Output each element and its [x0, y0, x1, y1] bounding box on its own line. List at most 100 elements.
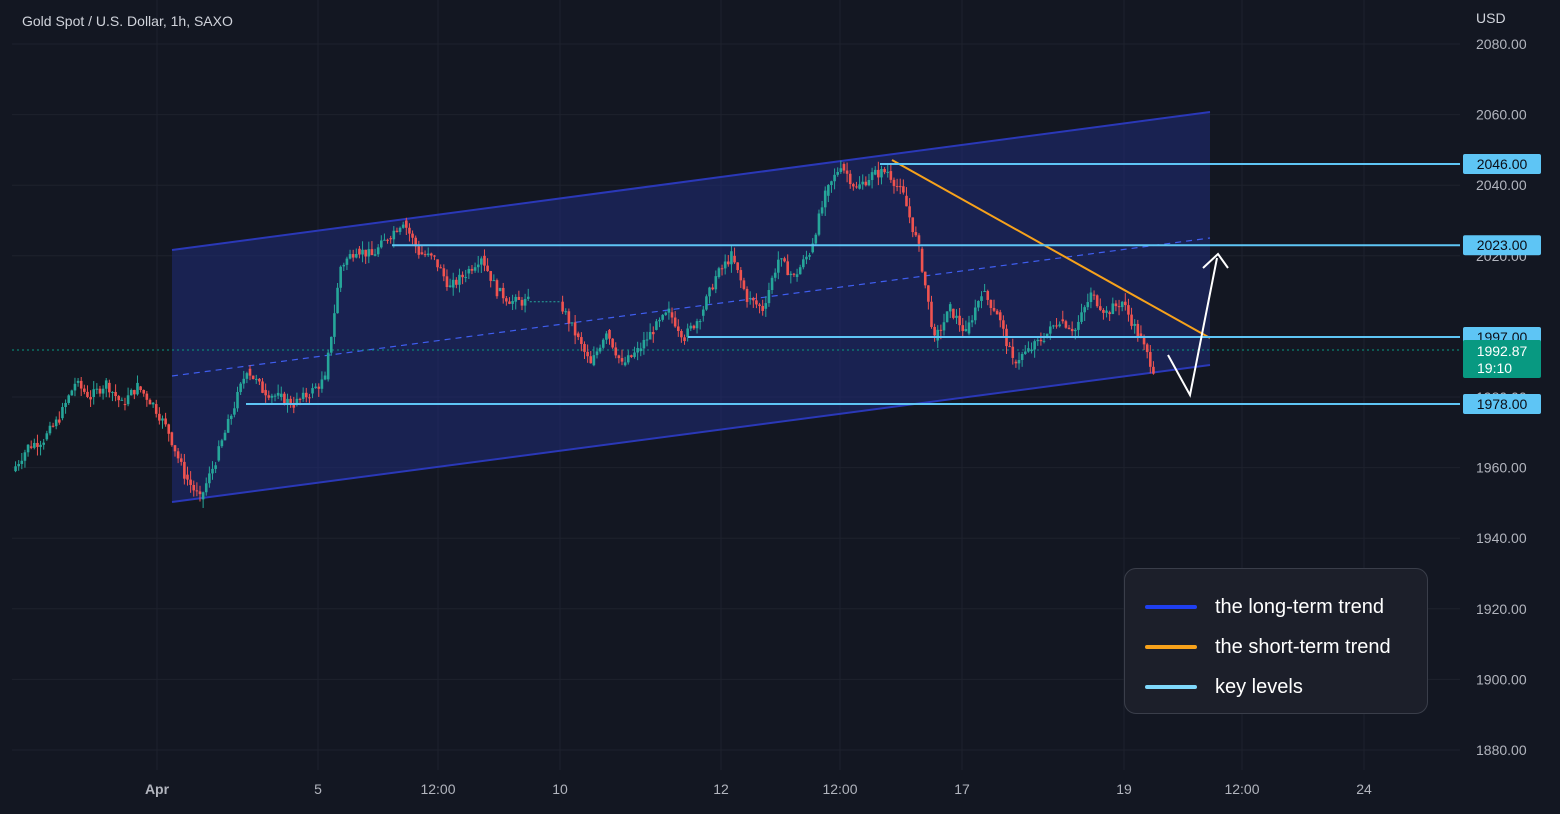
- candle-body: [970, 320, 974, 323]
- candle-body: [108, 382, 111, 393]
- candle-body: [711, 287, 714, 290]
- candle-body: [355, 253, 358, 258]
- candle-body: [830, 181, 833, 186]
- candle-body: [161, 418, 164, 421]
- candle-body: [311, 388, 314, 394]
- candle-body: [401, 224, 405, 228]
- x-tick-label: 12:00: [1224, 781, 1259, 797]
- candle-body: [1130, 314, 1133, 326]
- candle-body: [145, 393, 149, 400]
- currency-label: USD: [1476, 10, 1506, 26]
- candle-body: [914, 232, 918, 236]
- candle-body: [183, 461, 186, 479]
- candle-body: [251, 375, 255, 380]
- candle-body: [1055, 325, 1058, 327]
- projection-arrowhead: [1202, 252, 1229, 269]
- candle-body: [114, 391, 117, 397]
- short-term-trendline[interactable]: [891, 159, 1211, 339]
- candle-body: [111, 391, 114, 393]
- candle-body: [567, 311, 571, 324]
- candle-body: [989, 299, 993, 308]
- candle-body: [129, 389, 133, 396]
- candle-body: [767, 290, 771, 304]
- candle-body: [126, 395, 130, 405]
- x-tick-label: 19: [1116, 781, 1132, 797]
- candle-body: [242, 378, 246, 384]
- candle-body: [739, 270, 743, 281]
- candle-body: [117, 396, 121, 401]
- key-level-label-bg: [1463, 154, 1541, 175]
- candle-body: [248, 368, 252, 376]
- candle-body: [805, 256, 808, 260]
- candle-body: [898, 186, 902, 188]
- candle-body: [501, 287, 505, 299]
- candle-body: [683, 337, 686, 342]
- candle-body: [86, 391, 89, 397]
- candle-body: [236, 391, 239, 409]
- candle-body: [395, 230, 399, 232]
- candle-body: [511, 301, 514, 304]
- y-tick-label: 1900.00: [1476, 671, 1527, 687]
- candle-body: [614, 347, 618, 356]
- candle-body: [442, 268, 446, 277]
- candle-body: [239, 383, 242, 392]
- candle-body: [670, 312, 674, 318]
- candle-body: [226, 418, 230, 433]
- candle-body: [673, 317, 677, 327]
- candle-body: [139, 386, 142, 391]
- candle-body: [464, 276, 468, 278]
- y-tick-label: 2060.00: [1476, 107, 1527, 123]
- projection-arrow[interactable]: [1167, 257, 1218, 398]
- candle-body: [717, 268, 721, 277]
- candle-body: [1023, 351, 1027, 354]
- candle-body: [1092, 294, 1096, 296]
- candle-body: [852, 184, 855, 187]
- candle-body: [314, 386, 317, 389]
- candle-body: [164, 418, 167, 425]
- candle-body: [1033, 341, 1036, 350]
- candle-body: [1098, 306, 1102, 310]
- candle-body: [705, 296, 708, 310]
- channel-midline: [171, 237, 1211, 377]
- candle-body: [304, 392, 308, 398]
- candle-body: [761, 305, 764, 311]
- candle-body: [601, 339, 605, 348]
- candle-body: [423, 254, 427, 256]
- candle-body: [873, 169, 877, 175]
- candle-body: [298, 398, 302, 400]
- candle-body: [167, 424, 171, 434]
- legend-label: key levels: [1215, 675, 1303, 698]
- candle-body: [42, 442, 45, 445]
- candle-body: [267, 395, 271, 398]
- candle-body: [1058, 324, 1061, 327]
- candle-body: [336, 287, 339, 314]
- channel-lower-line[interactable]: [171, 364, 1211, 503]
- candle-body: [217, 446, 221, 461]
- candle-body: [458, 274, 461, 285]
- legend-panel: the long-term trend the short-term trend…: [1124, 568, 1428, 714]
- candle-body: [245, 373, 249, 379]
- candle-body: [1048, 326, 1052, 334]
- candle-body: [204, 483, 208, 493]
- x-tick-label: 12: [713, 781, 729, 797]
- candle-body: [977, 301, 980, 308]
- candle-body: [783, 258, 786, 262]
- candle-body: [595, 351, 599, 356]
- candle-body: [45, 433, 49, 440]
- candle-body: [1136, 323, 1140, 337]
- candle-body: [814, 234, 818, 244]
- candle-body: [817, 213, 821, 235]
- candle-body: [76, 380, 80, 383]
- candle-body: [755, 300, 758, 305]
- y-tick-label: 1920.00: [1476, 601, 1527, 617]
- candle-body: [930, 301, 933, 327]
- candle-body: [623, 362, 627, 366]
- candle-body: [961, 325, 965, 332]
- candle-body: [1152, 366, 1155, 374]
- channel-upper-line[interactable]: [171, 111, 1211, 251]
- candle-body: [708, 287, 711, 297]
- candle-body: [639, 348, 643, 352]
- short-term-swatch: [1145, 645, 1197, 649]
